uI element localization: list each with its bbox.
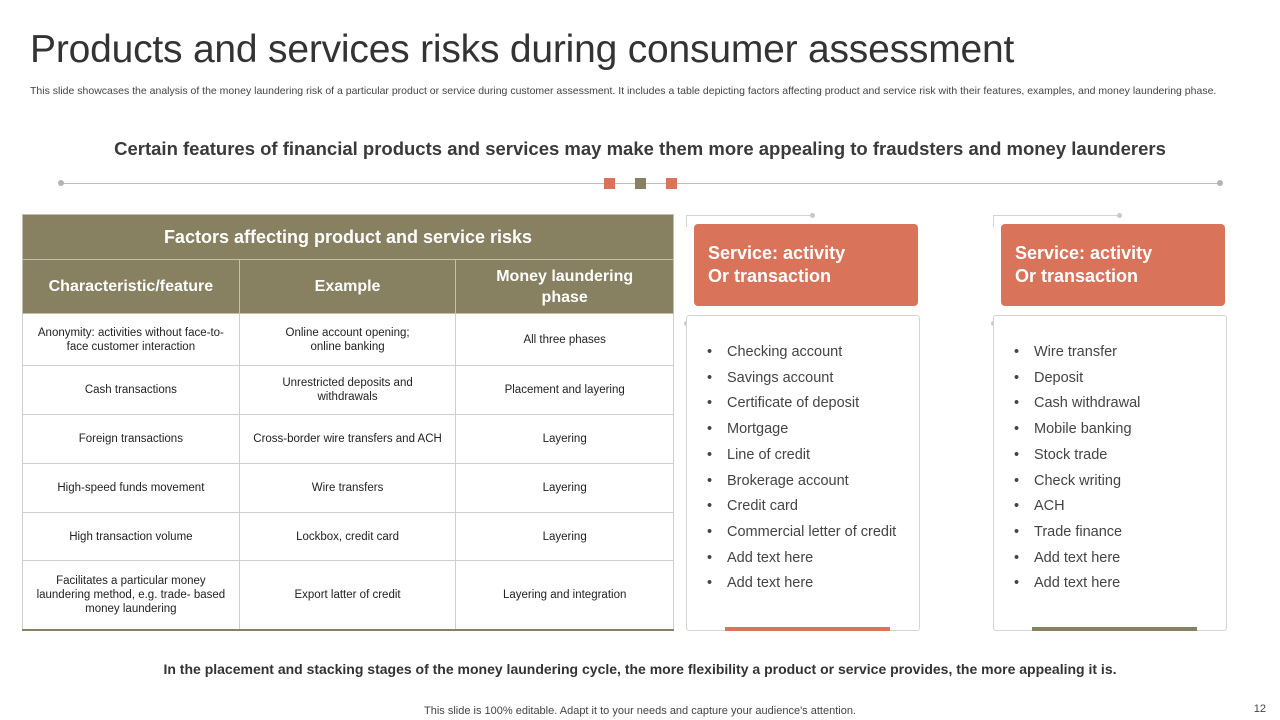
table-cell: Cross-border wire transfers and ACH — [238, 414, 457, 464]
list-item: • Stock trade — [1014, 446, 1108, 463]
table-cell: Lockbox, credit card — [238, 512, 457, 561]
table-row: High transaction volume Lockbox, credit … — [22, 512, 674, 561]
list-item: • Deposit — [1014, 369, 1084, 386]
card-connector-line — [993, 215, 994, 227]
card-accent-bar-1 — [725, 627, 890, 631]
table-cell: Facilitates a particular money launderin… — [22, 560, 240, 631]
list-item: • Add text here — [707, 549, 814, 566]
table-cell: Export latter of credit — [238, 560, 457, 631]
table-title: Factors affecting product and service ri… — [22, 214, 674, 260]
card-title-line: Service: activity — [1015, 243, 1153, 263]
footer-editable-note: This slide is 100% editable. Adapt it to… — [424, 705, 856, 717]
card-connector-dot — [810, 213, 815, 218]
table-cell: Wire transfers — [238, 463, 457, 513]
list-item: • Check writing — [1014, 472, 1122, 489]
list-item: • ACH — [1014, 498, 1065, 515]
list-item: • Mortgage — [707, 421, 789, 438]
divider-end-dot-right — [1217, 180, 1223, 186]
list-item: • Add text here — [707, 575, 814, 592]
list-item: • Trade finance — [1014, 523, 1123, 540]
table-cell: Layering and integration — [455, 560, 674, 631]
service-card-header-2: Service: activity Or transaction — [1001, 224, 1225, 306]
list-item: • Wire transfer — [1014, 344, 1117, 360]
table-cell: Online account opening; online banking — [238, 313, 457, 366]
table-cell: Foreign transactions — [22, 414, 240, 464]
table-cell: Layering — [455, 463, 674, 513]
slide-description: This slide showcases the analysis of the… — [30, 85, 1217, 97]
table-header-phase: Money laundering phase — [455, 259, 674, 314]
table-row: Facilitates a particular money launderin… — [22, 560, 674, 631]
list-item: • Commercial letter of credit — [707, 523, 897, 540]
service-list-2: • Wire transfer • Deposit • Cash withdrawal… — [994, 316, 1226, 597]
card-connector-line — [686, 215, 687, 227]
table-cell: All three phases — [455, 313, 674, 366]
card-connector-dot — [1117, 213, 1122, 218]
card-title-line: Or transaction — [708, 266, 832, 286]
card-accent-bar-2 — [1032, 627, 1197, 631]
list-item: • Add text here — [1014, 549, 1121, 566]
table-row: Cash transactions Unrestricted deposits … — [22, 365, 674, 415]
table-cell: Placement and layering — [455, 365, 674, 415]
table-header-characteristic: Characteristic/feature — [22, 259, 240, 314]
card-title-line: Service: activity — [708, 243, 846, 263]
page-number: 12 — [1253, 703, 1266, 715]
service-card-body-2: • Wire transfer • Deposit • Cash withdrawal… — [993, 315, 1227, 631]
divider-end-dot-left — [58, 180, 64, 186]
list-item: • Savings account — [707, 369, 834, 386]
list-item: • Brokerage account — [707, 472, 849, 489]
table-cell: High transaction volume — [22, 512, 240, 561]
slide-subheading: Certain features of financial products a… — [114, 138, 1166, 159]
table-cell: Layering — [455, 512, 674, 561]
card-connector-line — [686, 215, 812, 216]
list-item: • Checking account — [707, 344, 843, 360]
service-list-1: • Checking account • Savings account • Cert… — [687, 316, 919, 597]
table-cell: Cash transactions — [22, 365, 240, 415]
risk-factors-table: Factors affecting product and service ri… — [22, 214, 674, 631]
service-card-header-1: Service: activity Or transaction — [694, 224, 918, 306]
table-row: High-speed funds movement Wire transfers… — [22, 463, 674, 513]
list-item: • Credit card — [707, 498, 798, 515]
table-row: Anonymity: activities without face-to-fa… — [22, 313, 674, 366]
divider-square-coral-right — [666, 178, 677, 189]
list-item: • Mobile banking — [1014, 421, 1132, 438]
list-item: • Line of credit — [707, 446, 811, 463]
list-item: • Cash withdrawal — [1014, 395, 1141, 412]
list-item: • Certificate of deposit — [707, 395, 860, 412]
divider-square-olive — [635, 178, 646, 189]
table-cell: Unrestricted deposits and withdrawals — [238, 365, 457, 415]
table-cell: Anonymity: activities without face-to-fa… — [22, 313, 240, 366]
table-row: Foreign transactions Cross-border wire t… — [22, 414, 674, 464]
table-header-example: Example — [238, 259, 457, 314]
service-card-body-1: • Checking account • Savings account • Cert… — [686, 315, 920, 631]
table-cell: High-speed funds movement — [22, 463, 240, 513]
footer-note: In the placement and stacking stages of … — [163, 661, 1117, 677]
card-title-line: Or transaction — [1015, 266, 1139, 286]
list-item: • Add text here — [1014, 575, 1121, 592]
table-cell: Layering — [455, 414, 674, 464]
slide-title: Products and services risks during consu… — [30, 28, 1015, 71]
divider-square-coral-left — [604, 178, 615, 189]
card-connector-line — [993, 215, 1119, 216]
